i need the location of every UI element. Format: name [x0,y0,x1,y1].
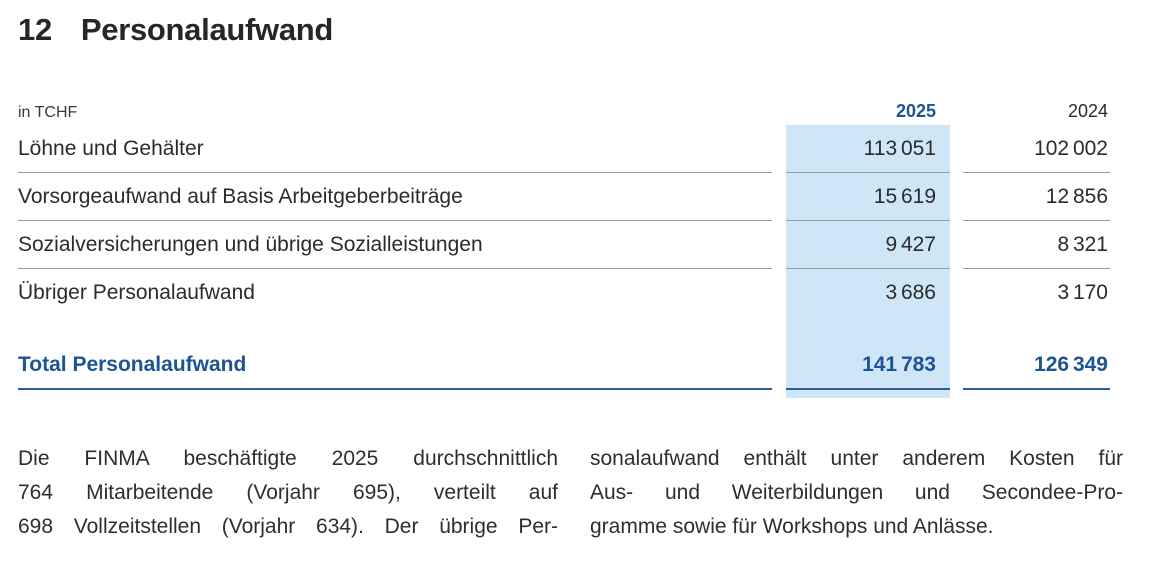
table-spacer [18,317,1110,341]
section-number: 12 [18,12,52,47]
text-line: gramme sowie für Workshops und Anlässe. [590,515,994,538]
current-year-highlight-band [786,125,950,398]
column-gutter [558,442,590,544]
personnel-expense-table: in TCHF 2025 2024 Löhne und Gehälter 113… [18,84,1110,398]
table-total-row: Total Personalaufwand 141 783 126 349 [18,341,1110,390]
section-heading: 12 Personalaufwand [18,12,1110,48]
value-2025: 15 619 [786,173,950,221]
value-2025: 113 051 [786,125,950,173]
value-2025: 3 686 [885,281,936,304]
column-gap [772,221,786,269]
table-row: Übriger Personalaufwand 3 686 3 170 [18,269,1110,317]
body-text-column-left: Die FINMA beschäftigte 2025 durchschnitt… [18,442,558,544]
body-text-column-right: sonalaufwand enthält unter anderem Koste… [590,442,1123,544]
text-line: 764 Mitarbeitende (Vorjahr 695), verteil… [18,481,558,504]
value-2025: 9 427 [786,221,950,269]
column-gap [772,125,786,173]
section-title: Personalaufwand [80,12,334,47]
column-header-2025: 2025 [895,101,936,121]
column-gap [950,173,963,221]
column-gap [950,125,963,173]
table-row: Vorsorgeaufwand auf Basis Arbeitgeberbei… [18,173,1110,221]
column-gap [772,341,786,390]
value-2024: 12 856 [963,173,1110,221]
total-value-2024: 126 349 [963,341,1110,390]
column-header-2024: 2024 [1067,101,1108,121]
row-label: Übriger Personalaufwand [18,281,255,304]
column-gap [950,269,963,317]
column-gap [772,269,786,317]
column-gap [950,341,963,390]
text-line: 698 Vollzeitstellen (Vorjahr 634). Der ü… [18,515,558,538]
value-2024: 3 170 [1057,281,1108,304]
column-gap [772,173,786,221]
row-label: Sozialversicherungen und übrige Sozialle… [18,221,772,269]
value-2024: 8 321 [963,221,1110,269]
row-label: Vorsorgeaufwand auf Basis Arbeitgeberbei… [18,173,772,221]
text-line: sonalaufwand enthält unter anderem Koste… [590,447,1123,470]
table-row: Löhne und Gehälter 113 051 102 002 [18,125,1110,173]
report-page: 12 Personalaufwand in TCHF 2025 2024 Löhn… [0,12,1150,576]
row-label: Löhne und Gehälter [18,125,772,173]
column-gap [950,221,963,269]
body-text: Die FINMA beschäftigte 2025 durchschnitt… [18,442,1123,544]
table-row: Sozialversicherungen und übrige Sozialle… [18,221,1110,269]
total-value-2025: 141 783 [786,341,950,390]
unit-label: in TCHF [18,104,78,121]
value-2024: 102 002 [963,125,1110,173]
text-line: Aus- und Weiterbildungen und Secondee-Pr… [590,481,1123,504]
table-header-row: in TCHF 2025 2024 [18,84,1110,125]
total-label: Total Personalaufwand [18,341,772,390]
text-line: Die FINMA beschäftigte 2025 durchschnitt… [18,447,558,470]
